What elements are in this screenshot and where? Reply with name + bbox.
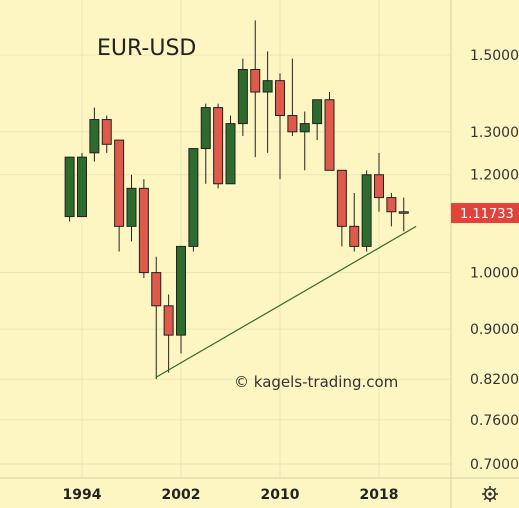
candle-body	[200, 107, 211, 150]
candle-2007	[237, 58, 248, 136]
candle-2020	[398, 197, 409, 232]
candle-2003	[188, 148, 199, 252]
candle-body	[262, 80, 273, 93]
x-tick-label: 2002	[162, 487, 201, 503]
candle-2014	[324, 92, 335, 171]
candle-body	[398, 211, 409, 214]
candle-body	[374, 174, 384, 199]
candle-2015	[336, 169, 347, 247]
x-tick-label: 2010	[261, 487, 300, 503]
chart-title: EUR-USD	[97, 36, 196, 61]
candle-body	[361, 174, 372, 247]
candle-body	[312, 99, 323, 125]
candle-2004	[200, 103, 211, 184]
candle-2019	[386, 192, 397, 227]
candle-body	[225, 123, 236, 185]
candle-2010	[275, 73, 285, 180]
candle-body	[89, 119, 100, 154]
candle-body	[349, 225, 360, 247]
candle-1993	[64, 156, 75, 222]
candle-2000	[151, 256, 162, 380]
candle-2018	[374, 152, 384, 212]
candle-body	[163, 305, 174, 336]
candle-body	[275, 80, 285, 117]
candle-body	[126, 187, 137, 227]
candle-body	[336, 169, 347, 227]
candle-body	[101, 119, 112, 145]
candle-body	[213, 107, 224, 185]
candle-1999	[138, 179, 149, 278]
current-price-tag: 1.11733	[451, 203, 519, 224]
x-axis: 1994 2002 2010 2018	[63, 487, 399, 503]
candle-2009	[262, 51, 273, 153]
candle-2017	[361, 170, 372, 252]
candle-body	[299, 123, 310, 133]
x-tick-label: 2018	[360, 487, 399, 503]
candle-body	[64, 156, 75, 218]
candle-body	[237, 69, 248, 125]
x-tick-label: 1994	[63, 487, 102, 503]
candle-2008	[250, 20, 261, 158]
candle-body	[287, 115, 298, 133]
candle-body	[176, 245, 186, 336]
candle-2005	[213, 103, 224, 189]
trendline-layer	[155, 225, 417, 378]
candles-layer	[64, 20, 409, 380]
y-tick-label: 0.90000	[470, 322, 519, 338]
candle-1996	[101, 115, 112, 153]
candle-body	[324, 99, 335, 171]
candle-1998	[126, 174, 137, 242]
candle-2016	[349, 192, 360, 252]
candle-2011	[287, 58, 298, 136]
candle-2013	[312, 99, 323, 141]
candle-2002	[176, 245, 186, 354]
price-tag-label: 1.11733	[460, 207, 514, 222]
y-tick-label: 1.50000	[470, 48, 519, 64]
candle-2001	[163, 294, 174, 373]
candle-1994	[77, 152, 87, 218]
gear-icon[interactable]	[482, 486, 498, 502]
candle-body	[151, 272, 162, 307]
candle-1997	[114, 139, 125, 252]
candle-body	[77, 156, 87, 218]
candle-2012	[299, 111, 310, 171]
candle-body	[188, 148, 199, 247]
y-tick-label: 1.00000	[470, 266, 519, 282]
watermark: © kagels-trading.com	[234, 373, 398, 391]
y-tick-label: 1.20000	[470, 168, 519, 184]
candle-body	[386, 197, 397, 213]
candle-body	[138, 187, 149, 274]
candle-1995	[89, 107, 100, 162]
candle-body	[114, 139, 125, 227]
price-tag-background	[451, 203, 519, 224]
support-trendline	[155, 225, 417, 378]
y-tick-label: 1.30000	[470, 125, 519, 141]
candle-2006	[225, 115, 236, 185]
candle-body	[250, 69, 261, 93]
